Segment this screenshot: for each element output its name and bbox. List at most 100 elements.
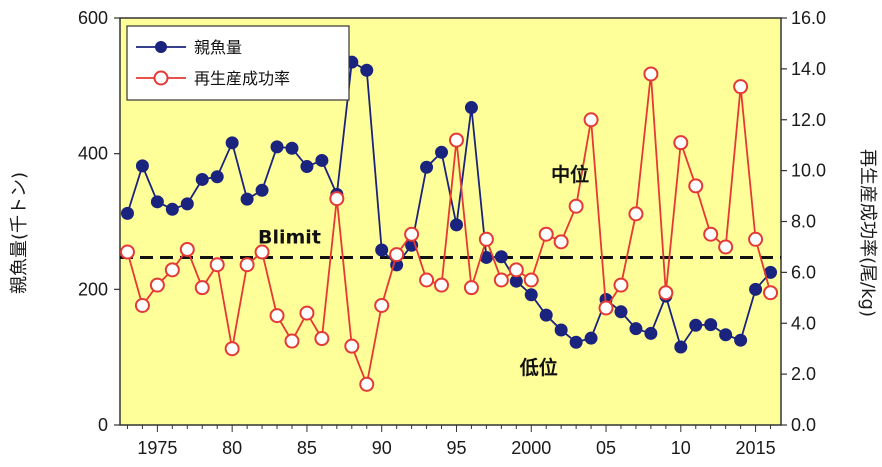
y-right-axis-label: 再生産成功率(尾/kg) — [857, 149, 878, 317]
y-left-tick-labels: 0 200 400 600 — [78, 8, 120, 435]
data-point — [674, 340, 688, 354]
data-point — [149, 277, 165, 293]
y-left-tick-label: 0 — [98, 415, 108, 435]
data-point — [703, 226, 719, 242]
y-left-axis-label: 親魚量(千トン) — [9, 172, 30, 294]
data-point — [478, 231, 494, 247]
data-point — [315, 153, 329, 167]
data-point — [508, 262, 524, 278]
data-point — [704, 318, 718, 332]
y-right-tick-label: 16.0 — [791, 8, 826, 28]
data-point — [225, 136, 239, 150]
data-point — [733, 79, 749, 95]
data-point — [194, 280, 210, 296]
data-point — [569, 335, 583, 349]
data-point — [195, 172, 209, 186]
x-tick-label: 95 — [446, 438, 466, 458]
data-point — [734, 333, 748, 347]
data-point — [179, 241, 195, 257]
data-point — [209, 257, 225, 273]
data-point — [614, 305, 628, 319]
y-left-tick-label: 400 — [78, 144, 108, 164]
data-point — [763, 285, 779, 301]
y-right-tick-label: 6.0 — [791, 262, 816, 282]
y-right-tick-label: 12.0 — [791, 110, 826, 130]
data-point — [285, 141, 299, 155]
y-left-tick-label: 600 — [78, 8, 108, 28]
y-right-tick-label: 2.0 — [791, 364, 816, 384]
y-right-tick-label: 14.0 — [791, 59, 826, 79]
data-point — [360, 63, 374, 77]
data-point — [180, 197, 194, 211]
data-point — [718, 239, 734, 255]
data-point — [329, 191, 345, 207]
y-right-tick-labels: 0.0 2.0 4.0 6.0 8.0 10.0 12.0 14.0 16.0 — [781, 8, 826, 435]
x-tick-label: 2015 — [736, 438, 776, 458]
data-point — [524, 288, 538, 302]
data-point — [389, 247, 405, 263]
series-line — [126, 60, 772, 350]
data-point — [658, 285, 674, 301]
data-point — [688, 178, 704, 194]
data-point — [299, 305, 315, 321]
data-point — [300, 160, 314, 174]
reference-line-group: Blimit — [120, 226, 781, 259]
legend-label: 親魚量 — [194, 38, 242, 57]
data-point — [554, 323, 568, 337]
data-point — [689, 318, 703, 332]
data-point — [404, 226, 420, 242]
series-group — [119, 55, 779, 392]
data-point — [359, 376, 375, 392]
data-point — [538, 226, 554, 242]
data-point — [435, 145, 449, 159]
data-point — [673, 135, 689, 151]
data-point — [448, 132, 464, 148]
data-point — [239, 257, 255, 273]
legend-box — [126, 25, 350, 101]
data-point — [628, 206, 644, 222]
x-tick-label: 90 — [372, 438, 392, 458]
data-point — [119, 244, 135, 260]
data-point — [255, 183, 269, 197]
data-point — [434, 277, 450, 293]
data-point — [493, 272, 509, 288]
data-point — [120, 206, 134, 220]
data-point — [270, 140, 284, 154]
level-annotation: 低位 — [519, 356, 558, 379]
legend-swatch-marker — [155, 41, 167, 53]
data-point — [584, 331, 598, 345]
data-point — [629, 322, 643, 336]
x-tick-label: 80 — [222, 438, 242, 458]
level-annotation: 中位 — [551, 163, 589, 186]
data-point — [375, 243, 389, 257]
data-point — [269, 308, 285, 324]
data-point — [210, 170, 224, 184]
data-point — [463, 280, 479, 296]
data-point — [254, 244, 270, 260]
data-point — [613, 277, 629, 293]
data-point — [165, 202, 179, 216]
data-point — [748, 231, 764, 247]
data-point — [284, 333, 300, 349]
data-point — [644, 326, 658, 340]
data-point — [553, 234, 569, 250]
y-right-tick-label: 0.0 — [791, 415, 816, 435]
data-point — [583, 112, 599, 128]
data-point — [224, 341, 240, 357]
x-tick-label: 2000 — [511, 438, 551, 458]
x-tick-label: 05 — [596, 438, 616, 458]
data-point — [719, 328, 733, 342]
data-point — [449, 218, 463, 232]
data-point — [419, 272, 435, 288]
x-tick-label: 85 — [297, 438, 317, 458]
y-right-tick-label: 10.0 — [791, 161, 826, 181]
data-point — [643, 66, 659, 82]
data-point — [598, 300, 614, 316]
x-tick-label: 10 — [671, 438, 691, 458]
data-point — [464, 101, 478, 115]
y-right-tick-label: 8.0 — [791, 212, 816, 232]
data-point — [523, 272, 539, 288]
